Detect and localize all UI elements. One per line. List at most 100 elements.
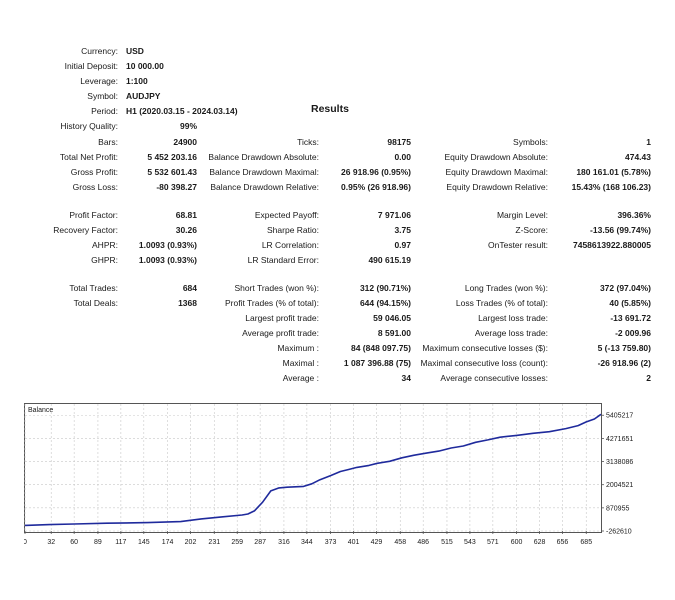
loss-trades-value: 40 (5.85%) <box>609 298 651 308</box>
x-tick-label: 628 <box>534 539 546 546</box>
x-tick-label: 231 <box>208 539 220 546</box>
max-consec-losses-label: Maximum consecutive losses ($): <box>422 343 548 353</box>
balance-chart-svg: Balance 0 32 60 89 117 145 174 202 231 259 287 316 3… <box>24 403 633 546</box>
ahpr-label: AHPR: <box>92 240 118 250</box>
chart-title: Balance <box>28 407 53 414</box>
avg-consec-losses-label: Average consecutive losses: <box>440 373 548 383</box>
equity-dd-abs-value: 474.43 <box>625 152 651 162</box>
ghpr-value: 1.0093 (0.93%) <box>138 255 197 265</box>
total-net-profit-label: Total Net Profit: <box>59 152 118 162</box>
y-tick-label: 5405217 <box>606 413 633 420</box>
recovery-factor-label: Recovery Factor: <box>53 225 118 235</box>
x-tick-label: 685 <box>580 539 592 546</box>
expected-payoff-label: Expected Payoff: <box>254 210 319 220</box>
x-axis-ticks: 0 32 60 89 117 145 174 202 231 259 287 316 344 373 401… <box>24 531 592 546</box>
avg-consec-losses-value: 2 <box>646 373 651 383</box>
x-tick-label: 429 <box>371 539 383 546</box>
avg-loss-label: Average loss trade: <box>474 328 548 338</box>
loss-trades-label: Loss Trades (% of total): <box>455 298 548 308</box>
leverage-label: Leverage: <box>80 76 118 86</box>
balance-dd-abs-label: Balance Drawdown Absolute: <box>208 152 319 162</box>
total-deals-label: Total Deals: <box>73 298 118 308</box>
maximal-consec-profit-label: Maximal : <box>282 358 319 368</box>
equity-dd-max-label: Equity Drawdown Maximal: <box>445 167 548 177</box>
maximal-consec-profit-value: 1 087 396.88 (75) <box>343 358 411 368</box>
equity-dd-max-value: 180 161.01 (5.78%) <box>576 167 651 177</box>
lr-std-error-label: LR Standard Error: <box>247 255 319 265</box>
y-tick-label: 2004521 <box>606 482 633 489</box>
short-trades-label: Short Trades (won %): <box>234 283 319 293</box>
symbols-value: 1 <box>646 137 651 147</box>
y-axis-ticks: 5405217 4271651 3138086 2004521 870955 -26261… <box>601 413 633 536</box>
equity-dd-rel-value: 15.43% (168 106.23) <box>571 182 651 192</box>
recovery-factor-value: 30.26 <box>175 225 197 235</box>
long-trades-label: Long Trades (won %): <box>464 283 548 293</box>
lr-correlation-value: 0.97 <box>394 240 411 250</box>
gross-profit-value: 5 532 601.43 <box>147 167 197 177</box>
x-tick-label: 401 <box>348 539 360 546</box>
total-trades-value: 684 <box>182 283 197 293</box>
x-tick-label: 571 <box>487 539 499 546</box>
balance-series <box>24 413 602 527</box>
short-trades-value: 312 (90.71%) <box>359 283 411 293</box>
maximal-consec-loss-label: Maximal consecutive loss (count): <box>420 358 548 368</box>
x-tick-label: 316 <box>278 539 290 546</box>
currency-value: USD <box>126 46 144 56</box>
leverage-value: 1:100 <box>126 76 148 86</box>
initial-deposit-value: 10 000.00 <box>126 61 164 71</box>
x-tick-label: 458 <box>394 539 406 546</box>
profit-factor-value: 68.81 <box>175 210 197 220</box>
symbol-value: AUDJPY <box>126 91 161 101</box>
y-tick-label: 3138086 <box>606 459 633 466</box>
x-tick-label: 60 <box>70 539 78 546</box>
margin-level-value: 396.36% <box>617 210 651 220</box>
z-score-value: -13.56 (99.74%) <box>590 225 651 235</box>
max-consec-losses-value: 5 (-13 759.80) <box>597 343 651 353</box>
balance-line <box>24 413 602 527</box>
bars-value: 24900 <box>173 137 197 147</box>
equity-dd-rel-label: Equity Drawdown Relative: <box>446 182 548 192</box>
x-tick-label: 89 <box>94 539 102 546</box>
ticks-value: 98175 <box>387 137 411 147</box>
ticks-label: Ticks: <box>297 137 319 147</box>
largest-loss-label: Largest loss trade: <box>478 313 548 323</box>
max-consec-wins-label: Maximum : <box>277 343 319 353</box>
profit-factor-label: Profit Factor: <box>69 210 118 220</box>
balance-dd-rel-value: 0.95% (26 918.96) <box>341 182 411 192</box>
largest-profit-value: 59 046.05 <box>373 313 411 323</box>
x-tick-label: 32 <box>47 539 55 546</box>
x-tick-label: 373 <box>325 539 337 546</box>
avg-consec-wins-label: Average : <box>282 373 319 383</box>
period-label: Period: <box>91 106 118 116</box>
initial-deposit-label: Initial Deposit: <box>64 61 118 71</box>
y-tick-label: -262610 <box>606 529 632 536</box>
ghpr-label: GHPR: <box>91 255 118 265</box>
history-quality-label: History Quality: <box>60 121 118 131</box>
x-tick-label: 344 <box>301 539 313 546</box>
maximal-consec-loss-value: -26 918.96 (2) <box>597 358 651 368</box>
long-trades-value: 372 (97.04%) <box>599 283 651 293</box>
x-tick-label: 0 <box>24 539 27 546</box>
ontester-label: OnTester result: <box>488 240 548 250</box>
gross-loss-value: -80 398.27 <box>156 182 197 192</box>
sharpe-ratio-label: Sharpe Ratio: <box>267 225 319 235</box>
total-trades-label: Total Trades: <box>69 283 118 293</box>
gross-loss-label: Gross Loss: <box>72 182 118 192</box>
x-tick-label: 543 <box>464 539 476 546</box>
avg-loss-value: -2 009.96 <box>615 328 651 338</box>
avg-profit-value: 8 591.00 <box>377 328 411 338</box>
x-tick-label: 202 <box>185 539 197 546</box>
x-tick-label: 174 <box>162 539 174 546</box>
x-tick-label: 117 <box>115 539 126 546</box>
x-tick-label: 287 <box>254 539 266 546</box>
total-net-profit-value: 5 452 203.16 <box>147 152 197 162</box>
ahpr-value: 1.0093 (0.93%) <box>138 240 197 250</box>
total-deals-value: 1368 <box>178 298 197 308</box>
lr-std-error-value: 490 615.19 <box>368 255 411 265</box>
currency-label: Currency: <box>81 46 118 56</box>
symbols-label: Symbols: <box>513 137 548 147</box>
max-consec-wins-value: 84 (848 097.75) <box>350 343 411 353</box>
x-tick-label: 656 <box>557 539 569 546</box>
ontester-value: 7458613922.880005 <box>573 240 651 250</box>
lr-correlation-label: LR Correlation: <box>261 240 319 250</box>
